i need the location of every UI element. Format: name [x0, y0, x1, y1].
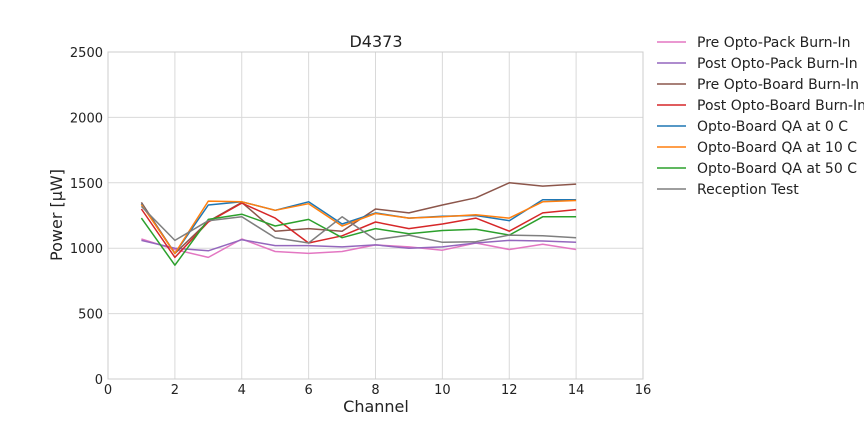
- series-line-6: [140, 199, 577, 255]
- series-lines: [140, 182, 577, 266]
- x-tick-label: 8: [371, 383, 379, 398]
- series-line-8: [140, 205, 577, 244]
- series-line-2: [141, 238, 577, 252]
- x-axis-label: Channel: [343, 397, 409, 416]
- axes: 0 2 4 6 8 10 12 14 16 0 500 1000 1500 2000 2500: [70, 46, 651, 398]
- y-axis-label: Power [μW]: [47, 169, 66, 261]
- x-tick-label: 10: [434, 383, 451, 398]
- x-tick-label: 6: [304, 383, 312, 398]
- legend-label: Post Opto-Pack Burn-In: [697, 56, 858, 72]
- x-tick-label: 2: [171, 383, 179, 398]
- legend-label: Pre Opto-Board Burn-In: [697, 77, 859, 93]
- y-tick-label: 2000: [70, 111, 103, 126]
- x-tick-label: 16: [635, 383, 652, 398]
- grid-lines: [107, 51, 644, 380]
- y-tick-label: 1000: [70, 242, 103, 257]
- x-tick-label: 14: [568, 383, 585, 398]
- legend-label: Opto-Board QA at 0 C: [697, 119, 848, 135]
- legend-label: Reception Test: [697, 182, 799, 198]
- legend-label: Opto-Board QA at 10 C: [697, 140, 857, 156]
- legend-label: Opto-Board QA at 50 C: [697, 161, 857, 177]
- legend-label: Post Opto-Board Burn-In: [697, 98, 864, 114]
- y-tick-label: 0: [95, 373, 103, 388]
- series-line-7: [140, 213, 577, 266]
- legend: Pre Opto-Pack Burn-In Post Opto-Pack Burn…: [657, 35, 864, 198]
- plot-frame: [107, 51, 644, 380]
- x-tick-label: 0: [104, 383, 112, 398]
- y-tick-label: 2500: [70, 46, 103, 61]
- series-line-1: [141, 238, 577, 259]
- y-tick-label: 1500: [70, 177, 103, 192]
- x-tick-label: 12: [501, 383, 518, 398]
- series-line-5: [140, 199, 577, 255]
- y-tick-label: 500: [78, 308, 103, 323]
- legend-label: Pre Opto-Pack Burn-In: [697, 35, 851, 51]
- chart-title: D4373: [349, 32, 402, 51]
- x-tick-label: 4: [238, 383, 246, 398]
